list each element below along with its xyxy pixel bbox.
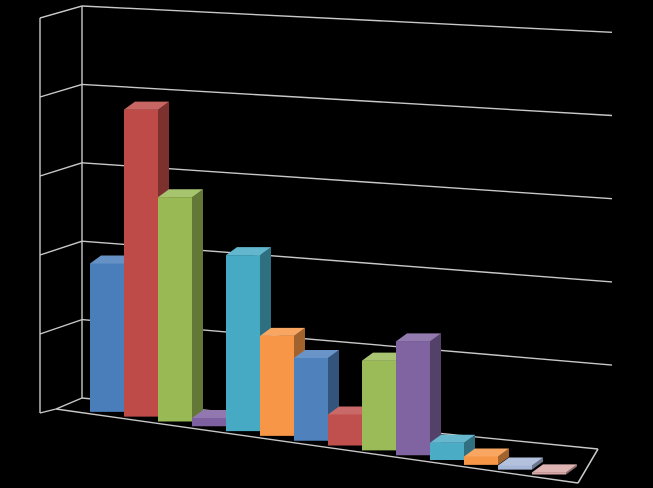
bar-3-side <box>192 189 203 422</box>
bar-13 <box>498 457 543 470</box>
bar-3-top <box>158 189 203 198</box>
bar-11-top <box>430 434 475 443</box>
bar-5-top <box>226 247 271 256</box>
gridline-back-5 <box>81 5 613 33</box>
bar-9-front <box>362 360 396 451</box>
bar-4-top <box>192 409 237 418</box>
bar-2-top <box>124 101 169 110</box>
bar-10-top <box>396 333 441 342</box>
floor-side-depth <box>55 397 83 410</box>
floor-left-edge <box>39 408 57 414</box>
bar-10-front <box>396 341 430 456</box>
bar-12 <box>464 448 509 465</box>
gridline-side-1 <box>39 318 83 335</box>
bar-12-top <box>464 448 509 457</box>
bar-12-side <box>498 448 509 465</box>
floor-corner <box>577 448 599 484</box>
bar-7-top <box>294 349 339 358</box>
bar-6-front <box>260 335 294 436</box>
gridline-side-2 <box>39 240 83 256</box>
bar-7-front <box>294 357 328 441</box>
bar-12-front <box>464 456 498 465</box>
bar-14 <box>532 464 577 475</box>
bar-11-front <box>430 442 464 461</box>
bar-series <box>90 101 577 475</box>
bar-14-top <box>532 464 577 473</box>
bar-3-front <box>158 197 192 422</box>
gridline-back-3 <box>81 162 613 200</box>
bar-14-front <box>532 472 566 475</box>
bar-9-top <box>362 352 407 361</box>
bar-8-front <box>328 414 362 446</box>
bar-6-top <box>260 327 305 336</box>
bar-13-front <box>498 465 532 470</box>
bar-10 <box>396 333 441 456</box>
bar-10-side <box>430 333 441 456</box>
bar-2-front <box>124 109 158 417</box>
gridline-side-4 <box>39 83 83 98</box>
bar-5-front <box>226 255 260 432</box>
bar-1-top <box>90 255 135 264</box>
bar-13-top <box>498 457 543 466</box>
bar-14-side <box>566 464 577 475</box>
bar-4-front <box>192 417 226 427</box>
bar-8-top <box>328 406 373 415</box>
gridline-side-5 <box>39 5 83 19</box>
bar-13-side <box>532 457 543 470</box>
gridline-side-3 <box>39 162 83 177</box>
gridline-back-4 <box>81 83 613 117</box>
bar-1-front <box>90 263 124 412</box>
floor-front-edge <box>55 408 579 484</box>
bar-3 <box>158 189 203 422</box>
